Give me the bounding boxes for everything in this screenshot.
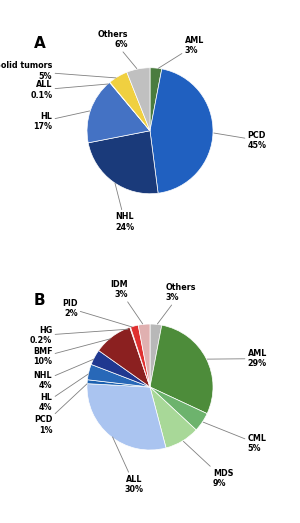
Text: IDM
3%: IDM 3% [110,280,143,324]
Wedge shape [88,131,158,194]
Wedge shape [150,387,196,448]
Text: A: A [33,36,45,51]
Wedge shape [87,83,150,143]
Text: HG
0.2%: HG 0.2% [30,326,128,345]
Wedge shape [130,327,150,387]
Wedge shape [150,325,213,414]
Text: B: B [33,292,45,308]
Text: CML
5%: CML 5% [203,422,267,453]
Wedge shape [150,69,213,193]
Text: BMF
10%: BMF 10% [33,339,111,367]
Text: HL
17%: HL 17% [33,111,90,131]
Wedge shape [130,325,150,387]
Text: ALL
30%: ALL 30% [112,437,144,494]
Wedge shape [87,380,150,387]
Text: AML
29%: AML 29% [207,349,267,368]
Text: NHL
24%: NHL 24% [115,183,134,232]
Wedge shape [99,327,150,387]
Wedge shape [138,324,150,387]
Text: HL
4%: HL 4% [39,374,88,413]
Text: PCD
45%: PCD 45% [214,131,267,150]
Wedge shape [150,387,207,430]
Text: Others
6%: Others 6% [98,30,137,69]
Text: Solid tumors
5%: Solid tumors 5% [0,61,116,81]
Wedge shape [91,350,150,387]
Wedge shape [110,82,150,131]
Text: PCD
1%: PCD 1% [34,384,87,435]
Wedge shape [110,72,150,131]
Wedge shape [150,324,162,387]
Wedge shape [150,68,162,131]
Text: Others
3%: Others 3% [158,283,196,324]
Wedge shape [127,68,150,131]
Text: NHL
4%: NHL 4% [34,359,94,391]
Text: MDS
9%: MDS 9% [183,441,233,488]
Text: AML
3%: AML 3% [158,36,204,69]
Text: PID
2%: PID 2% [62,299,132,327]
Wedge shape [87,365,150,387]
Wedge shape [87,384,166,450]
Text: ALL
0.1%: ALL 0.1% [30,80,108,99]
